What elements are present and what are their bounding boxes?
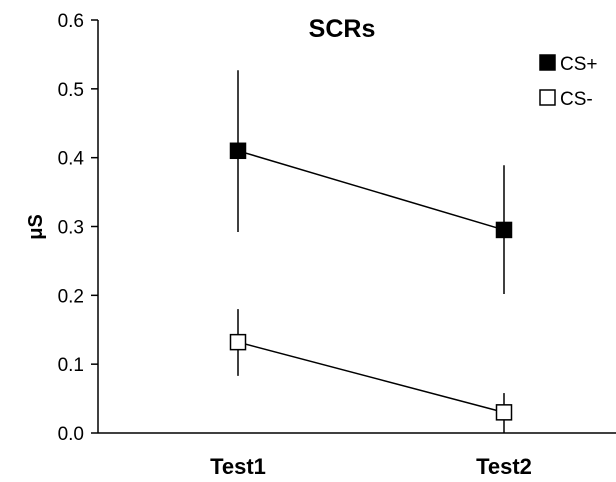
y-tick-label: 0.3 — [58, 218, 84, 239]
data-point-marker — [229, 333, 247, 351]
legend-label-cs-minus: CS- — [560, 89, 593, 110]
legend-swatch-cs-plus — [539, 54, 556, 71]
axes — [97, 20, 616, 434]
y-tick-label: 0.6 — [58, 11, 84, 32]
y-tick-label: 0.5 — [58, 80, 84, 101]
y-ticks: 0.0 0.1 0.2 0.3 0.4 0.5 0.6 — [58, 11, 98, 445]
chart-title: SCRs — [309, 15, 376, 43]
series-line — [237, 150, 505, 231]
data-point-marker — [229, 142, 247, 160]
y-axis-label: μS — [25, 214, 47, 240]
series-layer — [229, 70, 513, 433]
legend-swatch-cs-minus — [539, 89, 556, 106]
legend-label-cs-plus: CS+ — [560, 54, 598, 75]
x-category-label-test2: Test2 — [476, 454, 532, 479]
y-tick-label: 0.1 — [58, 355, 84, 376]
data-point-marker — [495, 221, 513, 239]
y-tick-label: 0.0 — [58, 424, 84, 445]
y-tick-label: 0.2 — [58, 286, 84, 307]
legend: CS+ CS- — [539, 54, 598, 110]
series-line — [237, 341, 505, 414]
x-category-label-test1: Test1 — [210, 454, 266, 479]
data-point-marker — [495, 404, 513, 421]
series-cs-plus — [229, 70, 513, 294]
y-tick-label: 0.4 — [58, 149, 85, 170]
series-cs-minus — [229, 309, 513, 433]
